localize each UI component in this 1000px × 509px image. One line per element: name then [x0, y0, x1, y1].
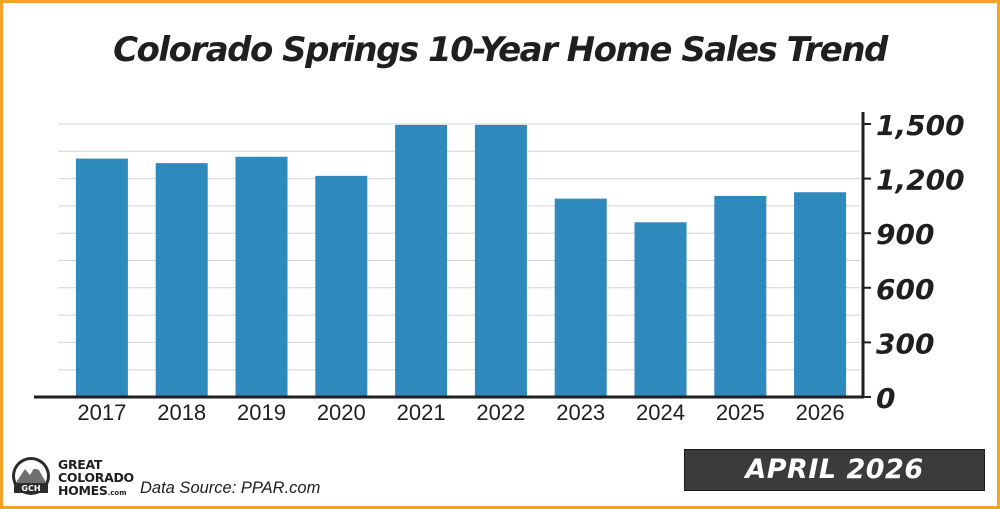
- bar-2020: [315, 175, 368, 397]
- x-tick-label: 2023: [556, 400, 605, 425]
- logo-wordmark: GREAT COLORADO HOMES.com: [58, 458, 134, 500]
- logo-line-2: COLORADO: [58, 470, 134, 485]
- bar-chart: 2017 2018 2019 2020 2021 2022 2023 2024 2025 2026…: [34, 109, 965, 425]
- bar-2024: [634, 222, 687, 397]
- bar-2023: [554, 198, 607, 397]
- x-tick-label: 2026: [796, 400, 845, 425]
- x-tick-label: 2025: [716, 400, 765, 425]
- bar-2018: [155, 163, 208, 397]
- bar-2017: [75, 158, 128, 397]
- bar-2019: [235, 156, 288, 397]
- y-tick-label: 300: [876, 327, 934, 360]
- mountain-logo-icon: GCH: [12, 457, 50, 495]
- y-tick-label: 600: [876, 273, 934, 306]
- x-tick-label: 2021: [397, 400, 446, 425]
- logo-monogram: GCH: [21, 484, 40, 493]
- x-tick-label: 2024: [636, 400, 685, 425]
- y-tick-label: 1,200: [876, 164, 965, 197]
- chart-title: Colorado Springs 10-Year Home Sales Tren…: [113, 30, 888, 70]
- logo-suffix: .com: [107, 489, 127, 497]
- y-tick-label: 900: [876, 218, 934, 251]
- date-badge: APRIL 2026: [684, 449, 985, 491]
- bar-2021: [395, 124, 448, 397]
- x-tick-label: 2018: [157, 400, 206, 425]
- bar-2025: [714, 195, 767, 397]
- logo-line-3: HOMES: [58, 483, 108, 498]
- x-tick-label: 2017: [77, 400, 126, 425]
- bar-2026: [794, 192, 847, 397]
- brand-logo: GCH GREAT COLORADO HOMES.com: [8, 455, 138, 503]
- x-tick-label: 2019: [237, 400, 286, 425]
- bar-2022: [474, 124, 527, 397]
- logo-line-1: GREAT: [58, 457, 103, 472]
- y-tick-label: 1,500: [876, 109, 965, 142]
- data-source-note: Data Source: PPAR.com: [140, 479, 321, 497]
- x-tick-label: 2020: [317, 400, 366, 425]
- y-tick-label: 0: [876, 382, 895, 415]
- x-tick-label: 2022: [476, 400, 525, 425]
